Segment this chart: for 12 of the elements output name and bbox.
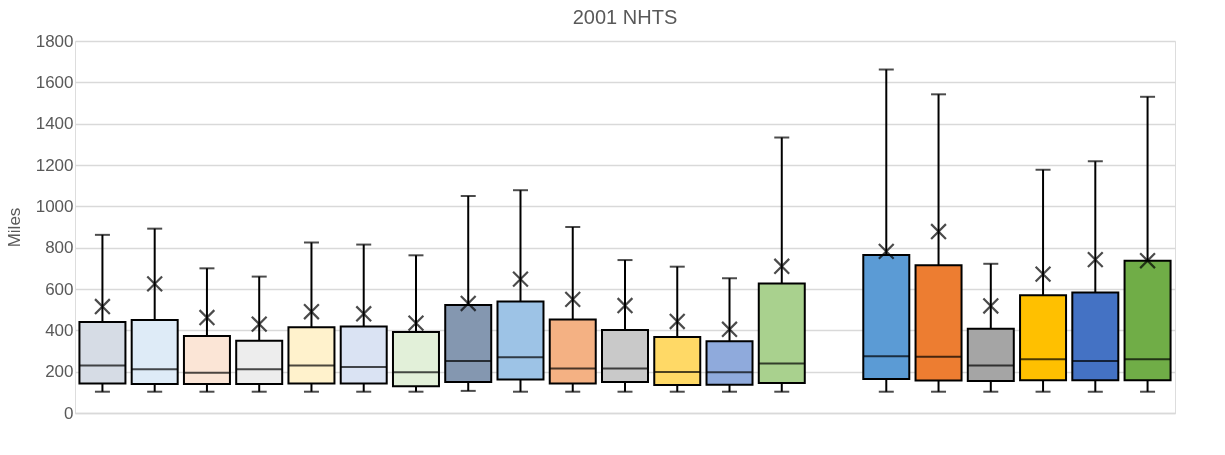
y-tick-label: 400 [45, 320, 74, 340]
y-tick-label: 1600 [35, 72, 74, 92]
y-axis-title: Miles [4, 207, 24, 248]
y-tick-label: 1800 [35, 31, 74, 51]
y-tick-label: 1400 [35, 114, 74, 134]
chart-title: 2001 NHTS [572, 6, 678, 28]
y-tick-label: 0 [64, 403, 74, 423]
y-tick-label: 600 [45, 279, 74, 299]
y-tick-label: 800 [45, 238, 74, 258]
y-tick-label: 1000 [35, 196, 74, 216]
y-tick-label: 1200 [35, 155, 74, 175]
y-tick-label: 200 [45, 362, 74, 382]
